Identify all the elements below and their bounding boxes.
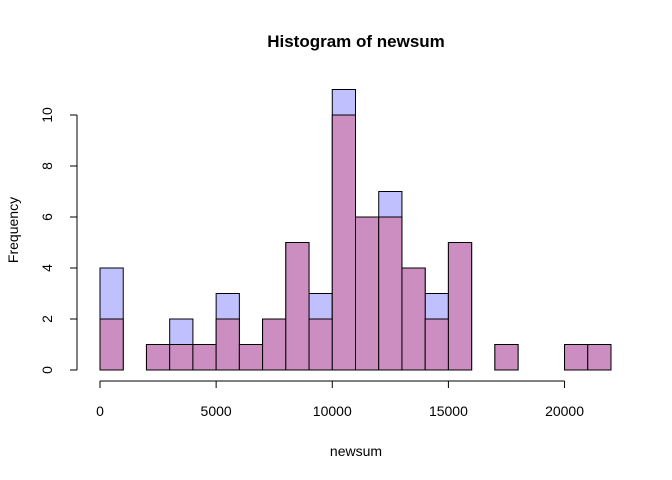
bar-series-front-7	[263, 319, 286, 370]
bar-series-front-12	[379, 217, 402, 370]
bar-series-front-14	[425, 319, 448, 370]
chart-title: Histogram of newsum	[267, 32, 445, 51]
x-tick-label-10000: 10000	[313, 403, 352, 419]
bar-series-front-8	[286, 243, 309, 371]
bar-series-front-10	[332, 115, 355, 370]
bar-series-front-3	[170, 345, 193, 371]
bar-series-front-17	[495, 345, 518, 371]
x-tick-label-5000: 5000	[201, 403, 232, 419]
bar-series-front-5	[216, 319, 239, 370]
bar-series-front-0	[100, 319, 123, 370]
bar-series-front-13	[402, 268, 425, 370]
bar-series-front-20	[565, 345, 588, 371]
bar-series-front-21	[588, 345, 611, 371]
x-tick-label-15000: 15000	[429, 403, 468, 419]
y-axis-label: Frequency	[5, 197, 21, 263]
y-tick-label-4: 4	[39, 264, 55, 272]
bar-series-front-2	[146, 345, 169, 371]
bar-series-front-11	[356, 217, 379, 370]
y-axis: 0 2 4 6 8 10	[39, 107, 77, 374]
y-tick-label-0: 0	[39, 366, 55, 374]
x-tick-label-0: 0	[96, 403, 104, 419]
y-tick-label-8: 8	[39, 162, 55, 170]
x-axis: 0 5000 10000 15000 20000	[96, 381, 584, 419]
bar-series-front-4	[193, 345, 216, 371]
x-axis-label: newsum	[330, 443, 382, 459]
bar-series-front-9	[309, 319, 332, 370]
bar-series-front-15	[448, 243, 471, 371]
y-tick-label-10: 10	[39, 107, 55, 123]
y-tick-label-2: 2	[39, 315, 55, 323]
y-tick-label-6: 6	[39, 213, 55, 221]
bar-series-front-6	[239, 345, 262, 371]
x-tick-label-20000: 20000	[545, 403, 584, 419]
